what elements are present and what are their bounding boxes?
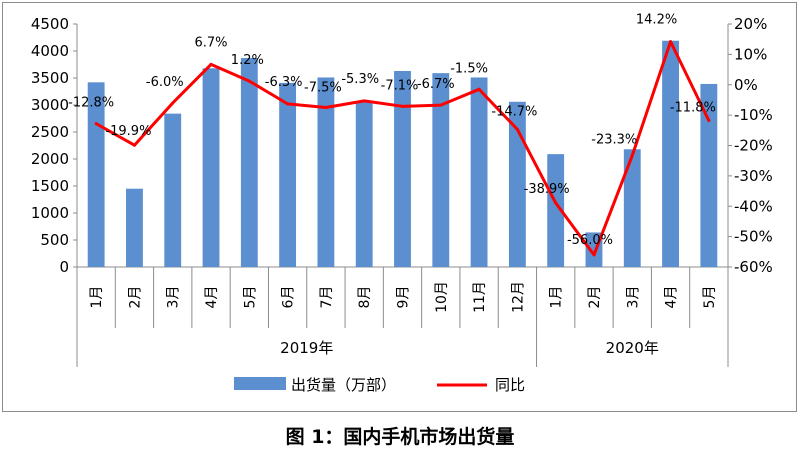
- bar: [202, 68, 220, 267]
- yoy-point: [247, 79, 251, 83]
- x-tick-label: 1月: [89, 286, 105, 309]
- bar: [623, 149, 641, 267]
- yoy-point: [324, 106, 328, 110]
- yoy-data-label: 14.2%: [636, 13, 677, 28]
- yoy-data-label: -5.3%: [341, 72, 379, 87]
- yoy-data-label: 6.7%: [195, 35, 228, 50]
- yoy-data-label: -7.1%: [381, 78, 419, 93]
- y-left-tick-label: 2000: [31, 150, 69, 168]
- x-tick-label: 4月: [664, 286, 680, 309]
- x-tick-label: 5月: [702, 286, 718, 309]
- yoy-data-label: -6.3%: [265, 75, 303, 90]
- yoy-point: [209, 62, 213, 66]
- y-right-tick-label: -50%: [734, 228, 773, 246]
- legend-swatch-shipments: [234, 377, 286, 390]
- bar: [126, 188, 143, 267]
- yoy-point: [707, 119, 711, 123]
- bar: [317, 77, 335, 268]
- yoy-data-label: -12.8%: [68, 96, 114, 111]
- y-left-tick-label: 3000: [31, 96, 69, 114]
- bar: [164, 113, 182, 267]
- x-tick-label: 2月: [127, 286, 143, 309]
- bar: [279, 82, 297, 267]
- bar: [547, 154, 565, 267]
- x-group-label: 2020年: [606, 339, 659, 357]
- y-right-tick-label: -10%: [734, 106, 773, 124]
- figure-caption: 图 1：国内手机市场出货量: [285, 426, 515, 448]
- yoy-data-label: -38.9%: [524, 182, 570, 197]
- bar: [470, 77, 488, 268]
- yoy-data-label: -23.3%: [591, 133, 637, 148]
- x-tick-label: 11月: [472, 281, 488, 313]
- yoy-data-label: -56.0%: [567, 233, 613, 248]
- yoy-data-label: -19.9%: [105, 124, 151, 139]
- y-left-tick-label: 1500: [31, 177, 69, 195]
- legend-label-shipments: 出货量（万部）: [291, 376, 396, 394]
- chart-frame: 0 500 1000 1500 2000 2500 3000 3500 4000 4500 -60%…: [2, 2, 797, 412]
- y-left-tick-label: 2500: [31, 123, 69, 141]
- y-right-tick-label: 20%: [734, 15, 767, 33]
- x-tick-label: 12月: [510, 281, 526, 313]
- bar: [394, 70, 411, 267]
- bar: [87, 82, 105, 267]
- yoy-point: [669, 40, 673, 44]
- x-tick-label: 5月: [242, 286, 258, 309]
- yoy-data-label: -6.7%: [417, 77, 455, 92]
- legend-label-yoy: 同比: [495, 376, 525, 394]
- yoy-point: [515, 127, 519, 131]
- y-left-tick-label: 3500: [31, 69, 69, 87]
- yoy-point: [477, 87, 481, 91]
- yoy-data-label: -11.8%: [670, 101, 716, 116]
- x-group-label: 2019年: [280, 339, 333, 357]
- x-tick-label: 2月: [587, 286, 603, 309]
- yoy-point: [592, 253, 596, 257]
- yoy-point: [362, 99, 366, 103]
- yoy-point: [630, 154, 634, 158]
- yoy-data-label: 1.2%: [231, 53, 264, 68]
- bar: [700, 83, 718, 267]
- x-tick-label: 9月: [396, 286, 412, 309]
- x-tick-label: 3月: [625, 286, 641, 309]
- x-tick-label: 10月: [434, 281, 450, 313]
- x-tick-label: 6月: [281, 286, 297, 309]
- yoy-point: [132, 143, 136, 147]
- x-tick-label: 8月: [357, 286, 373, 309]
- y-left-tick-label: 500: [40, 231, 69, 249]
- bar: [355, 101, 373, 267]
- x-tick-label: 4月: [204, 286, 220, 309]
- y-left-tick-label: 0: [59, 258, 69, 276]
- y-left-tick-label: 1000: [31, 204, 69, 222]
- y-right-tick-label: -40%: [734, 197, 773, 215]
- y-right-tick-label: -60%: [734, 258, 773, 276]
- y-left-tick-label: 4000: [31, 42, 69, 60]
- yoy-data-label: -7.5%: [304, 81, 342, 96]
- bar: [240, 58, 258, 267]
- yoy-point: [401, 104, 404, 108]
- yoy-data-label: -14.7%: [491, 104, 537, 119]
- x-tick-label: 1月: [549, 286, 565, 309]
- x-tick-label: 3月: [166, 286, 182, 309]
- yoy-data-label: -1.5%: [450, 61, 488, 76]
- chart: 0 500 1000 1500 2000 2500 3000 3500 4000 4500 -60%…: [31, 13, 773, 394]
- y-left-tick-label: 4500: [31, 15, 69, 33]
- bar: [662, 40, 679, 267]
- yoy-point: [94, 122, 98, 126]
- yoy-point: [554, 201, 558, 205]
- yoy-data-label: -6.0%: [146, 75, 184, 90]
- y-right-tick-label: -20%: [734, 137, 773, 155]
- bar: [432, 73, 450, 267]
- y-right-tick-label: 10%: [734, 45, 767, 63]
- y-right-tick-label: -30%: [734, 167, 773, 185]
- yoy-point: [286, 102, 290, 106]
- x-tick-label: 7月: [319, 286, 335, 309]
- yoy-point: [171, 101, 175, 105]
- y-right-tick-label: 0%: [734, 76, 758, 94]
- bar: [508, 101, 526, 267]
- yoy-point: [439, 103, 443, 107]
